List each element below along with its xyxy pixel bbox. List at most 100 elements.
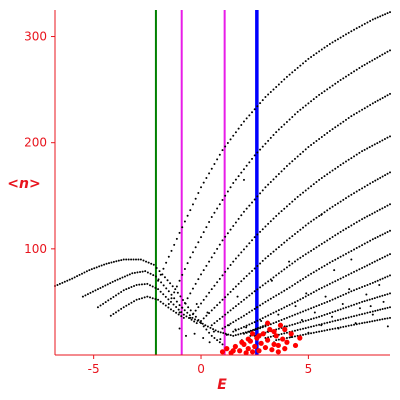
data-point-989: [363, 321, 366, 324]
data-point-311: [208, 221, 211, 224]
data-point-751: [261, 317, 264, 320]
data-point-302: [183, 268, 186, 271]
data-point-206: [180, 315, 183, 318]
data-point-258: [291, 71, 294, 74]
data-point-733: [374, 237, 377, 240]
data-point-610: [216, 320, 219, 323]
data-point-640: [296, 258, 299, 261]
data-point-422: [291, 160, 294, 163]
data-point-238: [237, 127, 240, 130]
data-point-67: [81, 295, 84, 298]
data-point-766: [302, 296, 305, 299]
data-point-470: [216, 281, 219, 284]
data-point-785: [353, 270, 356, 273]
data-point-906: [386, 293, 389, 296]
data-point-74: [99, 286, 102, 289]
data-point-213: [170, 249, 173, 252]
data-point-768: [307, 294, 310, 297]
data-point-788: [361, 266, 364, 269]
data-point-207: [182, 316, 185, 319]
data-point-263: [304, 60, 307, 63]
data-point-351: [315, 96, 318, 99]
data-point-842: [355, 288, 358, 291]
data-point-592: [350, 193, 353, 196]
data-point-831: [326, 300, 329, 303]
data-point-488: [264, 225, 267, 228]
data-point-517: [342, 162, 345, 165]
data-point-544: [221, 298, 224, 301]
data-point-354: [323, 90, 326, 93]
data-point-644: [307, 251, 310, 254]
data-point-571: [293, 232, 296, 235]
data-point-1036: [242, 178, 245, 181]
data-point-808: [264, 325, 267, 328]
data-point-898: [366, 299, 369, 302]
red-point-26: [288, 331, 294, 337]
data-point-1047: [305, 292, 308, 295]
data-point-382: [183, 301, 186, 304]
data-point-963: [293, 335, 296, 338]
data-point-620: [242, 298, 245, 301]
data-point-556: [253, 267, 256, 270]
data-point-198: [159, 300, 162, 303]
data-point-876: [307, 318, 310, 321]
data-point-366: [355, 68, 358, 71]
data-point-1031: [365, 293, 368, 296]
data-point-476: [232, 260, 235, 263]
data-point-41: [155, 266, 158, 269]
data-point-209: [159, 273, 162, 276]
data-point-444: [350, 115, 353, 118]
data-point-614: [226, 311, 229, 314]
data-point-29: [125, 258, 128, 261]
data-point-164: [159, 290, 162, 293]
data-point-1043: [255, 306, 258, 309]
data-point-291: [379, 15, 382, 18]
data-point-173: [182, 313, 185, 316]
data-point-829: [320, 303, 323, 306]
data-point-179: [109, 314, 112, 317]
data-point-623: [251, 292, 254, 295]
data-point-508: [318, 178, 321, 181]
data-point-817: [288, 315, 291, 318]
data-point-806: [259, 327, 262, 330]
data-point-886: [334, 310, 337, 313]
data-point-1011: [245, 326, 248, 329]
data-point-630: [269, 278, 272, 281]
data-point-636: [285, 266, 288, 269]
data-point-673: [383, 205, 386, 208]
data-point-273: [331, 41, 334, 44]
data-point-219: [186, 214, 189, 217]
data-point-597: [363, 185, 366, 188]
data-point-38: [147, 261, 150, 264]
data-point-530: [376, 142, 379, 145]
data-point-552: [242, 277, 245, 280]
data-point-17: [95, 266, 98, 269]
data-point-848: [371, 281, 374, 284]
data-point-499: [293, 198, 296, 201]
data-point-343: [293, 113, 296, 116]
data-point-294: [386, 12, 389, 15]
data-point-932: [328, 321, 331, 324]
data-point-588: [339, 200, 342, 203]
data-point-160: [149, 284, 152, 287]
data-point-330: [259, 148, 262, 151]
data-point-410: [259, 192, 262, 195]
data-point-617: [234, 305, 237, 308]
data-point-599: [369, 182, 372, 185]
data-point-427: [304, 148, 307, 151]
data-point-542: [216, 304, 219, 307]
data-point-672: [381, 207, 384, 210]
data-point-727: [358, 245, 361, 248]
data-point-680: [232, 321, 235, 324]
data-point-936: [339, 318, 342, 321]
data-point-462: [194, 309, 197, 312]
data-point-608: [210, 324, 213, 327]
data-point-647: [315, 246, 318, 249]
data-point-347: [304, 104, 307, 107]
data-point-246: [259, 102, 262, 105]
red-point-10: [252, 343, 258, 350]
data-point-652: [328, 237, 331, 240]
red-point-6: [243, 350, 249, 356]
data-point-104: [175, 300, 178, 303]
data-point-253: [277, 83, 280, 86]
